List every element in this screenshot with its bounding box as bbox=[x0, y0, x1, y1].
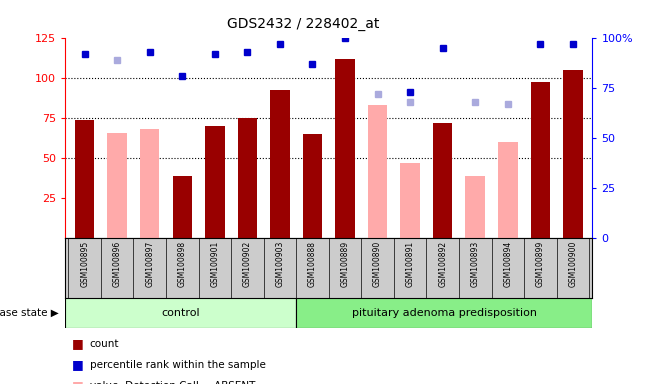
Text: pituitary adenoma predisposition: pituitary adenoma predisposition bbox=[352, 308, 536, 318]
Bar bbox=[400, 163, 420, 238]
Bar bbox=[140, 129, 159, 238]
Text: percentile rank within the sample: percentile rank within the sample bbox=[90, 360, 266, 370]
Bar bbox=[498, 142, 518, 238]
Bar bbox=[303, 134, 322, 238]
Text: GSM100890: GSM100890 bbox=[373, 241, 382, 287]
Text: count: count bbox=[90, 339, 119, 349]
Text: ■: ■ bbox=[72, 358, 83, 371]
Bar bbox=[107, 132, 127, 238]
Bar bbox=[335, 59, 355, 238]
Text: GSM100891: GSM100891 bbox=[406, 241, 415, 287]
Text: GSM100900: GSM100900 bbox=[568, 241, 577, 288]
Text: ■: ■ bbox=[72, 337, 83, 350]
Bar bbox=[205, 126, 225, 238]
Text: GSM100889: GSM100889 bbox=[340, 241, 350, 287]
Text: GSM100888: GSM100888 bbox=[308, 241, 317, 287]
Text: GSM100903: GSM100903 bbox=[275, 241, 284, 288]
Bar bbox=[238, 118, 257, 238]
Text: GSM100902: GSM100902 bbox=[243, 241, 252, 287]
Bar bbox=[173, 176, 192, 238]
Bar bbox=[296, 298, 592, 328]
Text: GSM100895: GSM100895 bbox=[80, 241, 89, 287]
Text: GDS2432 / 228402_at: GDS2432 / 228402_at bbox=[227, 17, 379, 31]
Bar bbox=[563, 70, 583, 238]
Text: GSM100901: GSM100901 bbox=[210, 241, 219, 287]
Bar bbox=[433, 123, 452, 238]
Bar bbox=[368, 106, 387, 238]
Bar bbox=[75, 120, 94, 238]
Text: control: control bbox=[161, 308, 200, 318]
Text: GSM100894: GSM100894 bbox=[503, 241, 512, 287]
Bar bbox=[465, 176, 485, 238]
Text: GSM100893: GSM100893 bbox=[471, 241, 480, 287]
Text: GSM100899: GSM100899 bbox=[536, 241, 545, 287]
Bar bbox=[65, 298, 296, 328]
Bar bbox=[270, 89, 290, 238]
Bar bbox=[531, 81, 550, 238]
Text: ■: ■ bbox=[72, 379, 83, 384]
Text: GSM100892: GSM100892 bbox=[438, 241, 447, 287]
Text: disease state ▶: disease state ▶ bbox=[0, 308, 59, 318]
Text: GSM100896: GSM100896 bbox=[113, 241, 122, 287]
Text: value, Detection Call = ABSENT: value, Detection Call = ABSENT bbox=[90, 381, 255, 384]
Text: GSM100897: GSM100897 bbox=[145, 241, 154, 287]
Text: GSM100898: GSM100898 bbox=[178, 241, 187, 287]
